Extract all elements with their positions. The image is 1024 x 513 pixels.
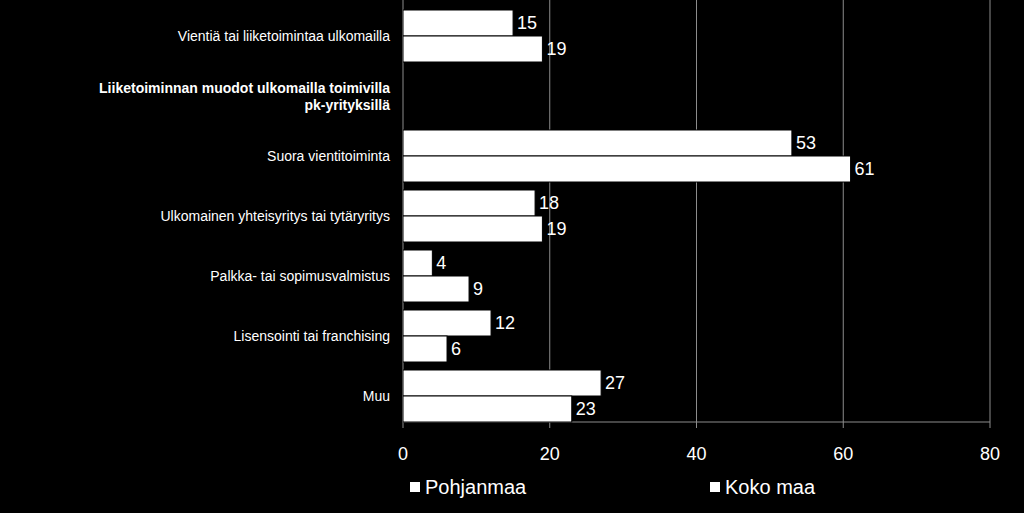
data-label: 9 [473, 279, 483, 299]
data-label: 15 [517, 13, 537, 33]
category-label: Palkka- tai sopimusvalmistus [210, 268, 390, 284]
grid-line [696, 0, 697, 422]
data-label: 19 [546, 39, 566, 59]
tick-label: 80 [980, 444, 1000, 464]
grid-line [843, 0, 844, 422]
data-label: 4 [436, 253, 446, 273]
legend-label: Koko maa [725, 476, 816, 498]
tick-mark [549, 422, 550, 428]
data-label: 23 [576, 399, 596, 419]
legend-swatch [710, 482, 720, 492]
bar [403, 396, 572, 422]
bar [403, 190, 535, 216]
tick-label: 40 [686, 444, 706, 464]
tick-label: 20 [540, 444, 560, 464]
bar [403, 370, 601, 396]
bars [403, 10, 851, 422]
category-label-line: Muu [363, 388, 390, 404]
bar [403, 250, 432, 276]
category-label-line: Vientiä tai liiketoimintaa ulkomailla [178, 28, 390, 44]
category-label: Suora vientitoiminta [267, 148, 390, 164]
category-label-line: Palkka- tai sopimusvalmistus [210, 268, 390, 284]
category-label: Ulkomainen yhteisyritys tai tytäryritys [160, 208, 390, 224]
category-label-line: Lisensointi tai franchising [234, 328, 390, 344]
chart: 0 20 40 60 80 Vientiä tai liiketoimintaa ulko… [0, 0, 1024, 513]
bar [403, 36, 542, 62]
legend-label: Pohjanmaa [425, 476, 527, 498]
category-label-line: pk-yrityksillä [304, 97, 390, 113]
data-label: 12 [495, 313, 515, 333]
category-label: Lisensointi tai franchising [234, 328, 390, 344]
category-label-line: Ulkomainen yhteisyritys tai tytäryritys [160, 208, 390, 224]
bar [403, 130, 792, 156]
tick-mark [990, 422, 991, 428]
category-label: Muu [363, 388, 390, 404]
bar [403, 276, 469, 302]
tick-mark [696, 422, 697, 428]
data-label: 19 [546, 219, 566, 239]
data-label: 27 [605, 373, 625, 393]
tick-label: 0 [398, 444, 408, 464]
grid-line [990, 0, 991, 422]
background [0, 0, 1024, 513]
bar [403, 156, 851, 182]
bar [403, 336, 447, 362]
bar [403, 310, 491, 336]
category-heading: Liiketoiminnan muodot ulkomailla toimivi… [99, 80, 390, 113]
bar [403, 10, 513, 36]
data-label: 53 [796, 133, 816, 153]
data-label: 6 [451, 339, 461, 359]
data-label: 61 [855, 159, 875, 179]
data-label: 18 [539, 193, 559, 213]
category-label-line: Suora vientitoiminta [267, 148, 390, 164]
legend-swatch [410, 482, 420, 492]
category-label: Vientiä tai liiketoimintaa ulkomailla [178, 28, 390, 44]
tick-label: 60 [833, 444, 853, 464]
category-label-line: Liiketoiminnan muodot ulkomailla toimivi… [99, 80, 390, 96]
tick-mark [843, 422, 844, 428]
tick-mark [403, 422, 404, 428]
bar [403, 216, 542, 242]
